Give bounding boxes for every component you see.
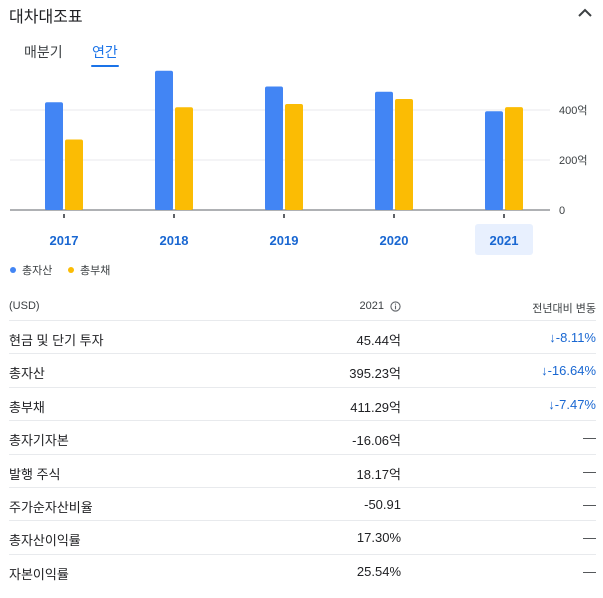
balance-sheet-chart: 0 200억 400억 2017 2018 2019 2020 2021 [10,70,587,255]
table-row[interactable]: 총자산이익률 17.30% — [9,520,596,553]
bar-total-assets-2019[interactable] [265,86,283,211]
tab-annual[interactable]: 연간 [91,44,119,67]
row-change: — [583,530,596,546]
table-row[interactable]: 주가순자산비율 -50.91 — [9,486,596,520]
row-change: ↓-7.47% [548,396,596,412]
table-row[interactable]: 총부채 411.29억 ↓-7.47% [9,386,596,420]
section-header: 대차대조표 [9,0,594,28]
table-row[interactable]: 총자산 395.23억 ↓-16.64% [9,353,596,386]
bar-total-assets-2020[interactable] [375,91,393,210]
bar-total-liabilities-2020[interactable] [395,99,413,210]
row-value: 411.29억 [350,399,401,415]
bar-total-liabilities-2019[interactable] [285,104,303,210]
year-header: 2021 [360,300,401,312]
row-change: ↓-8.11% [549,330,596,345]
bar-total-assets-2017[interactable] [45,102,63,210]
row-change: — [583,496,596,512]
row-name: 총자산이익률 [9,533,81,549]
row-name: 총부채 [9,399,45,415]
row-value: 17.30% [356,530,401,546]
bar-total-liabilities-2018[interactable] [175,107,193,210]
y-tick-label: 0 [559,205,565,217]
row-value: 25.54% [356,563,401,579]
row-change: — [583,563,596,579]
row-name: 총자산 [9,366,45,382]
row-value: 45.44억 [356,333,402,348]
bar-total-assets-2021[interactable] [485,111,503,210]
x-tick-label-2018[interactable]: 2018 [160,233,189,248]
x-tick-label-2020[interactable]: 2020 [380,233,409,248]
table-row[interactable]: 총자기자본 -16.06억 — [9,420,596,453]
legend-dot-icon [68,267,74,273]
currency-label: (USD) [9,300,40,312]
row-name: 현금 및 단기 투자 [9,333,104,348]
balance-sheet-table: (USD) 2021 전년대비 변동 현금 및 단기 투자 45.44억 ↓-8.1… [9,292,596,587]
row-value: -16.06억 [352,433,401,449]
tab-quarterly[interactable]: 매분기 [24,44,63,60]
info-icon[interactable] [390,300,401,312]
row-name: 총자기자본 [9,433,69,449]
row-value: 395.23억 [349,366,401,382]
row-name: 주가순자산비율 [9,499,93,515]
legend-dot-icon [10,267,16,273]
table-row[interactable]: 발행 주식 18.17억 — [9,453,596,487]
chevron-up-icon[interactable] [576,6,594,20]
y-tick-label: 200억 [559,154,587,167]
selected-year-highlight [475,224,533,255]
change-header: 전년대비 변동 [532,303,596,315]
bar-total-assets-2018[interactable] [155,70,173,210]
row-change: — [583,430,596,446]
y-tick-label: 400억 [559,104,587,117]
x-tick-label-2019[interactable]: 2019 [270,233,299,248]
x-tick-label-2021[interactable]: 2021 [490,233,519,248]
legend-item-total-liabilities: 총부채 [68,262,110,278]
table-header: (USD) 2021 전년대비 변동 [9,292,596,320]
row-name: 자본이익률 [9,566,69,582]
row-value: -50.91 [364,496,401,512]
table-row[interactable]: 자본이익률 25.54% — [9,553,596,587]
year-header-label: 2021 [359,300,384,312]
bar-total-liabilities-2021[interactable] [505,107,523,210]
bar-total-liabilities-2017[interactable] [65,139,83,211]
legend-label: 총부채 [80,265,111,277]
legend-item-total-assets: 총자산 [10,262,52,278]
row-change: ↓-16.64% [541,363,596,379]
legend-label: 총자산 [22,265,53,277]
row-change: — [583,463,596,479]
row-value: 18.17억 [356,466,402,482]
section-title: 대차대조표 [9,9,83,26]
row-name: 발행 주식 [9,466,61,482]
x-tick-label-2017[interactable]: 2017 [50,233,79,248]
table-row[interactable]: 현금 및 단기 투자 45.44억 ↓-8.11% [9,320,596,353]
